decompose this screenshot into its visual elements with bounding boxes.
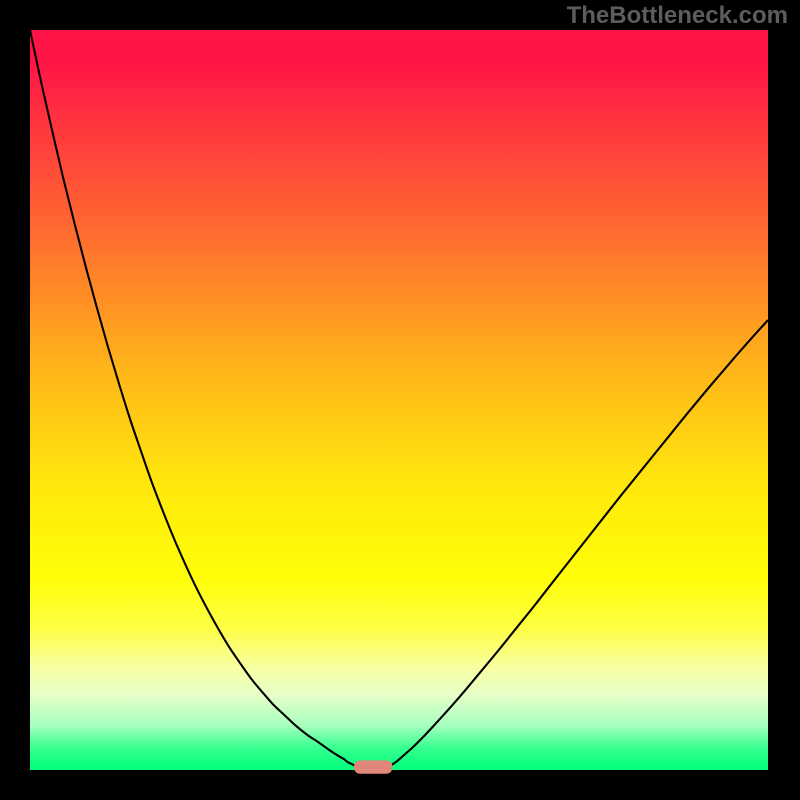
bottleneck-curve-right	[388, 320, 768, 767]
curve-layer	[0, 0, 800, 800]
chart-frame: TheBottleneck.com	[0, 0, 800, 800]
optimum-marker	[354, 760, 392, 773]
watermark-text: TheBottleneck.com	[567, 2, 788, 30]
bottleneck-curve-left	[30, 30, 358, 767]
